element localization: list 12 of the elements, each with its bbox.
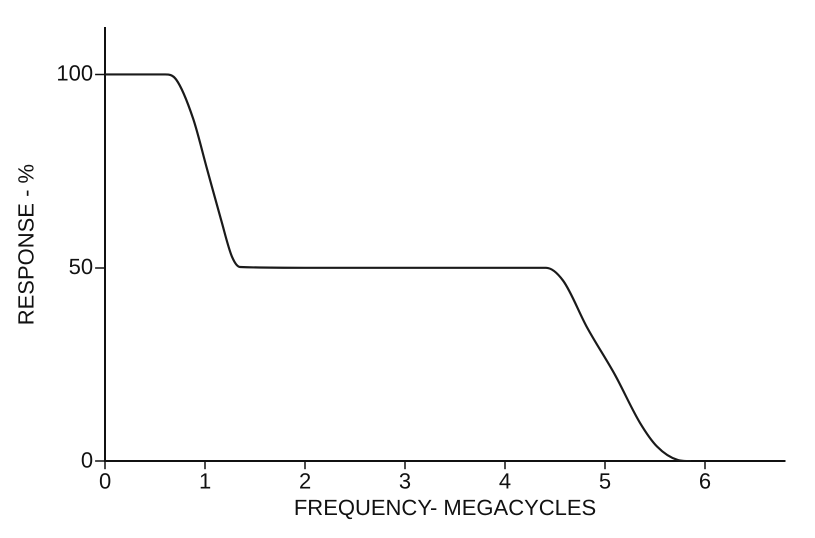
x-tick-label: 2 [298,468,312,494]
y-tick-label: 0 [80,447,94,472]
x-axis-title: FREQUENCY- MEGACYCLES [294,494,596,520]
x-tick-label: 0 [98,468,112,494]
x-tick-label: 4 [498,468,512,494]
y-tick-label: 50 [68,254,94,279]
x-tick-label: 3 [398,468,412,494]
y-tick-label: 100 [56,60,94,86]
x-tick-label: 1 [198,468,212,494]
x-tick-label: 6 [698,468,712,494]
y-axis-title: RESPONSE - % [13,164,38,326]
x-tick-label: 5 [598,468,612,494]
